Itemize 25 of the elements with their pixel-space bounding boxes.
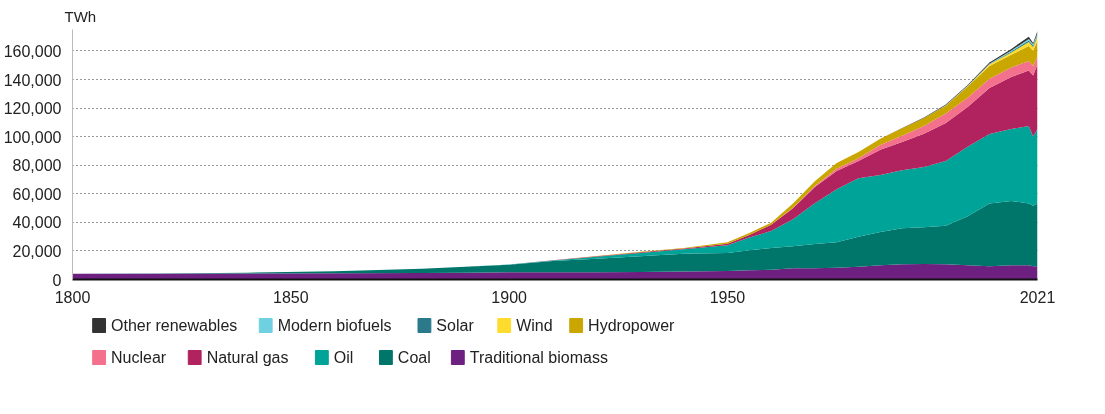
y-tick-label: 40,000 xyxy=(12,214,62,232)
y-tick-label: 120,000 xyxy=(3,100,62,118)
y-tick-label: 60,000 xyxy=(12,185,62,203)
x-tick-label: 2021 xyxy=(1019,288,1056,306)
y-tick-label: 0 xyxy=(52,271,62,289)
legend-label: Solar xyxy=(436,317,475,334)
legend-label: Modern biofuels xyxy=(277,317,392,334)
y-tick-label: 160,000 xyxy=(3,42,62,60)
legend-label: Nuclear xyxy=(111,349,167,366)
y-axis-title: TWh xyxy=(64,7,97,25)
legend-label: Other renewables xyxy=(111,317,238,334)
legend-label: Traditional biomass xyxy=(469,349,608,366)
y-tick-label: 20,000 xyxy=(12,242,62,260)
y-tick-label: 140,000 xyxy=(3,71,62,89)
legend-label: Oil xyxy=(333,349,354,366)
x-tick-label: 1900 xyxy=(491,288,528,306)
legend-label: Wind xyxy=(516,317,553,334)
x-tick-label: 1850 xyxy=(273,288,309,306)
legend-label: Natural gas xyxy=(206,349,289,366)
legend-label: Coal xyxy=(397,349,431,366)
y-tick-label: 100,000 xyxy=(3,128,62,146)
x-tick-label: 1800 xyxy=(54,288,91,306)
legend-label: Hydropower xyxy=(588,317,676,334)
x-tick-label: 1950 xyxy=(709,288,746,306)
y-tick-label: 80,000 xyxy=(12,157,62,175)
